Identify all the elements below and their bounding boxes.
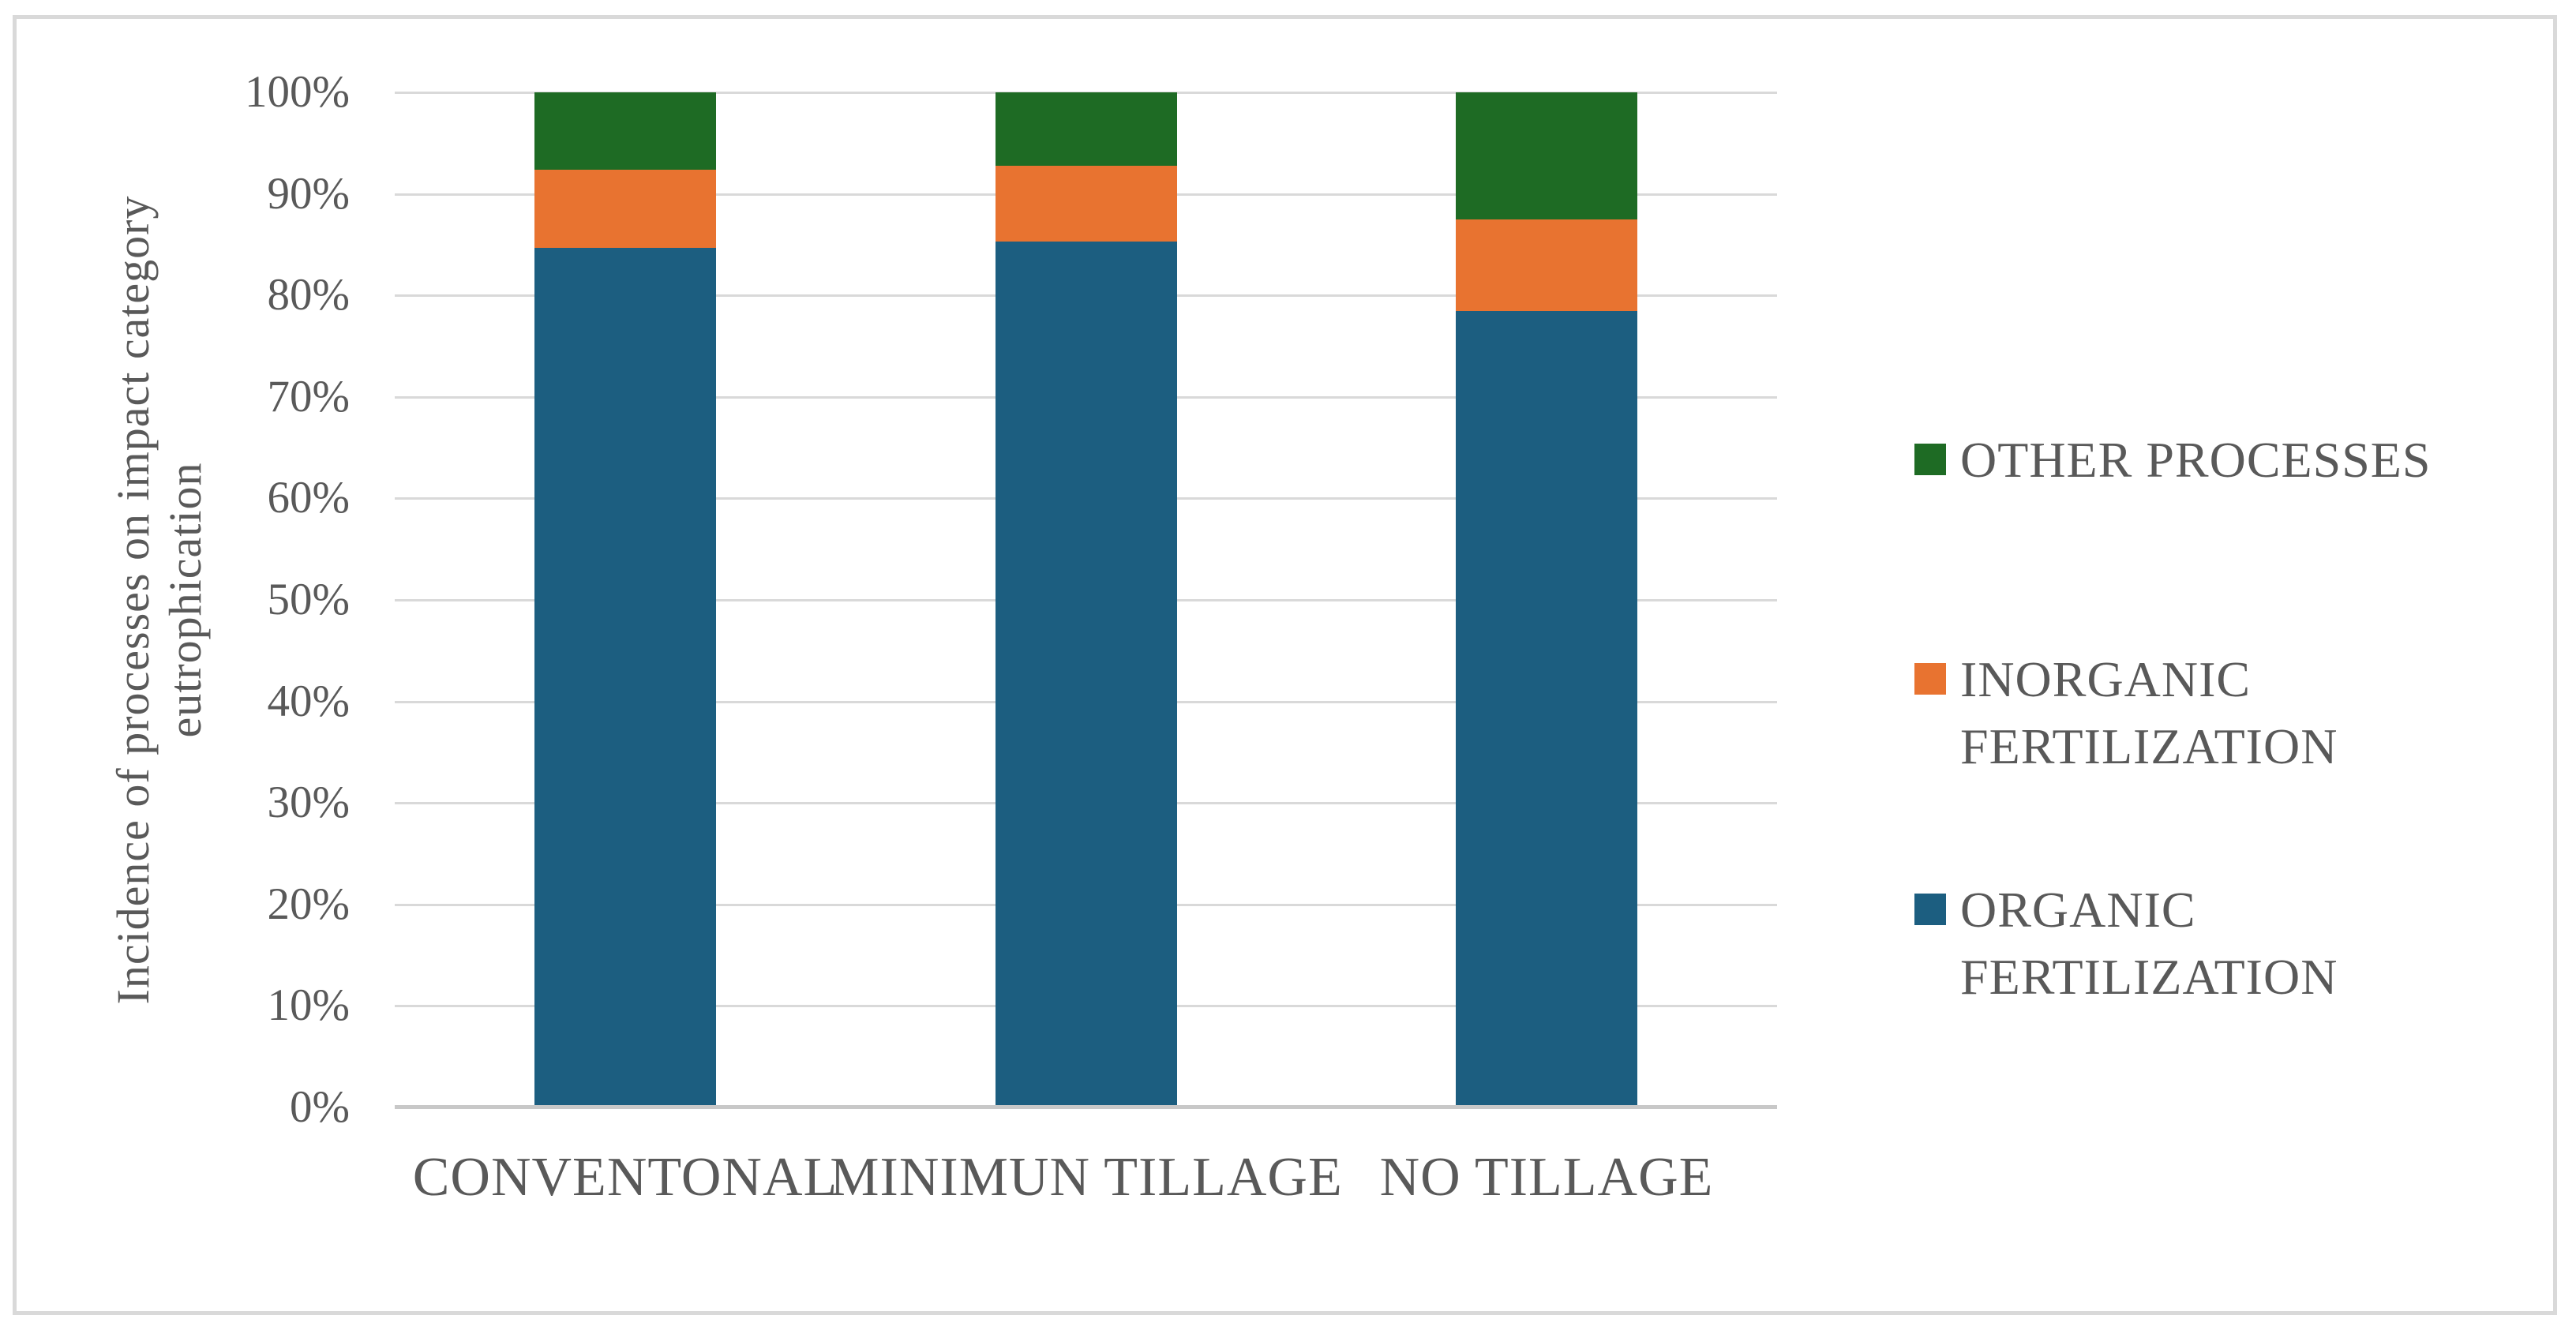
legend-item-inorganic-fertilization: INORGANIC FERTILIZATION	[1914, 646, 2465, 780]
y-tick-label-70%: 70%	[267, 371, 350, 422]
stacked-bar-minimun-tillage	[995, 92, 1177, 1107]
bar-slot-no-tillage	[1316, 92, 1777, 1107]
legend-swatch-other-processes-icon	[1914, 444, 1946, 475]
legend-swatch-inorganic-fertilization-icon	[1914, 663, 1946, 695]
x-label-conventonal: CONVENTONAL	[412, 1147, 838, 1208]
legend-label-inorganic-fertilization: INORGANIC FERTILIZATION	[1960, 651, 2338, 774]
segment-other-processes	[995, 92, 1177, 166]
legend-label-organic-fertilization: ORGANIC FERTILIZATION	[1960, 882, 2338, 1005]
legend-item-organic-fertilization: ORGANIC FERTILIZATION	[1914, 876, 2465, 1010]
y-tick-label-80%: 80%	[267, 270, 350, 320]
stacked-bar-conventonal	[534, 92, 716, 1107]
chart-outer-border	[13, 15, 2557, 1315]
x-axis-line	[395, 1105, 1777, 1109]
y-tick-label-90%: 90%	[267, 168, 350, 219]
y-tick-label-40%: 40%	[267, 676, 350, 726]
segment-inorganic-fertilization	[1456, 219, 1638, 311]
stacked-bar-no-tillage	[1456, 92, 1638, 1107]
segment-inorganic-fertilization	[534, 169, 716, 248]
x-label-minimun-tillage: MINIMUN TILLAGE	[830, 1147, 1343, 1208]
y-tick-label-20%: 20%	[267, 879, 350, 929]
y-axis-title-line-1: Incidence of processes on impact categor…	[107, 195, 159, 1005]
segment-inorganic-fertilization	[995, 165, 1177, 242]
legend-swatch-organic-fertilization-icon	[1914, 894, 1946, 925]
legend-item-other-processes: OTHER PROCESSES	[1914, 426, 2465, 493]
segment-other-processes	[1456, 92, 1638, 219]
segment-organic-fertilization	[1456, 310, 1638, 1107]
segment-organic-fertilization	[534, 247, 716, 1107]
y-tick-label-100%: 100%	[245, 67, 350, 117]
y-tick-label-0%: 0%	[290, 1082, 350, 1132]
segment-other-processes	[534, 92, 716, 170]
y-tick-label-60%: 60%	[267, 473, 350, 523]
bars-group	[395, 92, 1777, 1107]
y-tick-label-10%: 10%	[267, 980, 350, 1031]
y-tick-label-30%: 30%	[267, 778, 350, 828]
segment-organic-fertilization	[995, 242, 1177, 1107]
bar-slot-conventonal	[395, 92, 856, 1107]
legend: OTHER PROCESSES INORGANIC FERTILIZATION …	[1914, 0, 2514, 1334]
y-tick-label-50%: 50%	[267, 575, 350, 624]
bar-slot-minimun-tillage	[856, 92, 1317, 1107]
plot-area	[395, 92, 1777, 1109]
x-label-no-tillage: NO TILLAGE	[1379, 1147, 1714, 1208]
legend-label-other-processes: OTHER PROCESSES	[1960, 432, 2432, 488]
y-axis-title-line-2: eutrophication	[159, 462, 211, 738]
